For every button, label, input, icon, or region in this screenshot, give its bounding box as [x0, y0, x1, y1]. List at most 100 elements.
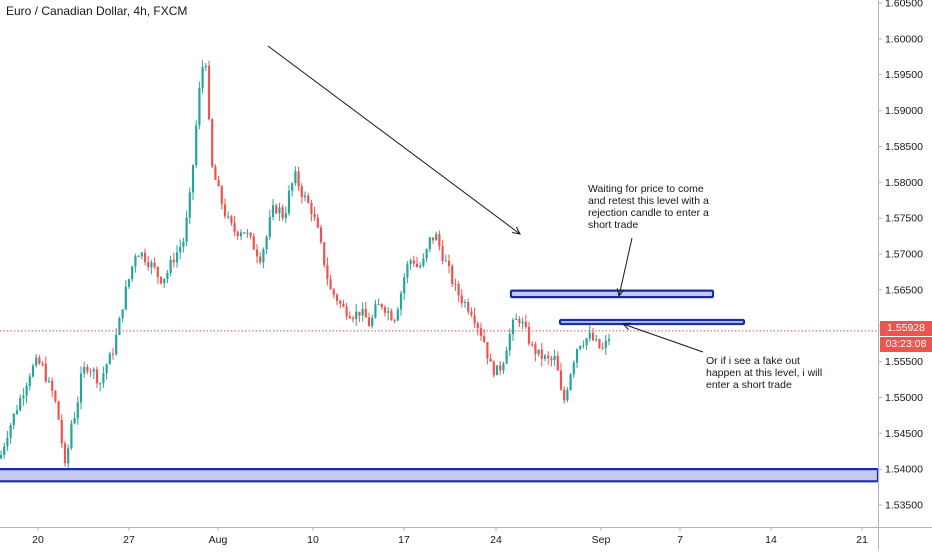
candle-body [307, 195, 310, 203]
fakeout-arrow-head [621, 322, 632, 331]
candle-body [444, 260, 447, 262]
candle-body [563, 389, 566, 401]
retest-arrow-shaft [618, 237, 633, 297]
x-tick-label: 21 [856, 534, 868, 546]
candle-body [553, 356, 556, 361]
x-tick-label: 14 [765, 534, 777, 546]
candle-body [355, 311, 358, 320]
trend-arrow-shaft [267, 45, 521, 235]
candle-body [35, 357, 38, 366]
candle-body [403, 277, 406, 294]
candle-body [294, 171, 297, 184]
candle-body [371, 317, 374, 327]
candle-body [166, 272, 169, 279]
annotation-fakeout: Or if i see a fake out happen at this le… [706, 355, 823, 391]
candle-body [169, 259, 172, 273]
candle-body [511, 320, 515, 334]
candle-body [527, 327, 531, 344]
candle-body [575, 349, 579, 363]
candle-body [476, 323, 479, 329]
candle-body [339, 301, 342, 304]
candle-body [259, 256, 262, 263]
candle-body [121, 309, 124, 318]
candle-body [223, 204, 227, 217]
candle-body [374, 304, 377, 318]
candle-body [278, 207, 281, 214]
candle-body [438, 234, 441, 247]
candle-body [457, 284, 460, 296]
candle-body [172, 259, 175, 263]
candle-body [262, 249, 265, 263]
candle-body [9, 425, 12, 438]
candle-body [393, 320, 396, 322]
candle-body [540, 349, 543, 359]
candle-body [524, 321, 527, 327]
y-tick-label: 1.59000 [885, 105, 923, 117]
candle-body [345, 306, 348, 317]
candle-body [399, 293, 403, 310]
x-tick-label: Aug [209, 534, 228, 546]
candle-body [428, 237, 431, 250]
candle-body [335, 294, 339, 301]
candle-body [41, 363, 44, 365]
candle-body [67, 448, 70, 464]
candle-body [559, 370, 563, 390]
candle-body [131, 266, 134, 280]
candle-body [51, 380, 54, 391]
candle-body [380, 304, 383, 308]
candle-body [598, 339, 601, 348]
candle-body [57, 401, 60, 420]
candle-body [383, 307, 387, 313]
y-tick-label: 1.58500 [885, 141, 923, 153]
candle-body [543, 355, 547, 359]
candle-body [415, 263, 419, 267]
zone-rect-3[interactable] [0, 468, 880, 483]
candle-body [313, 214, 316, 218]
candle-body [479, 328, 483, 336]
y-tick-label: 1.55000 [885, 392, 923, 404]
candle-body [441, 246, 444, 261]
candle-body [508, 333, 511, 351]
y-tick-label: 1.59500 [885, 69, 923, 81]
candle-body [351, 318, 355, 320]
candle-body [137, 256, 140, 257]
candle-body [534, 344, 537, 355]
candle-body [348, 316, 351, 319]
candle-body [297, 171, 300, 187]
candle-body [316, 217, 319, 228]
candle-body [195, 125, 198, 166]
candle-body [467, 302, 470, 312]
candles-layer [0, 60, 611, 470]
candle-body [108, 353, 111, 365]
candle-body [275, 205, 278, 214]
candle-body [86, 366, 89, 372]
zone-rect-2[interactable] [558, 318, 746, 326]
candle-body [447, 260, 451, 266]
candle-body [300, 186, 303, 197]
candle-body [566, 389, 569, 401]
x-tick-label: 7 [677, 534, 683, 546]
candle-body [191, 165, 195, 193]
candle-body [243, 232, 246, 234]
candle-body [127, 279, 131, 287]
candle-body [291, 183, 294, 191]
candle-body [329, 279, 332, 290]
x-tick-label: 17 [398, 534, 410, 546]
candle-body [342, 303, 345, 307]
candle-body [268, 217, 271, 237]
candle-body [198, 88, 201, 126]
candle-body [239, 232, 243, 237]
candle-body [204, 65, 207, 68]
candle-body [44, 363, 47, 382]
candle-body [31, 365, 35, 377]
candle-body [188, 192, 191, 218]
candle-body [367, 317, 371, 327]
zone-rect-1[interactable] [509, 289, 715, 299]
candle-body [60, 419, 63, 444]
y-tick-label: 1.55500 [885, 356, 923, 368]
current-price-badge: 1.55928 [880, 321, 932, 336]
candle-body [463, 302, 467, 303]
candle-body [246, 232, 249, 234]
candle-body [588, 332, 591, 339]
